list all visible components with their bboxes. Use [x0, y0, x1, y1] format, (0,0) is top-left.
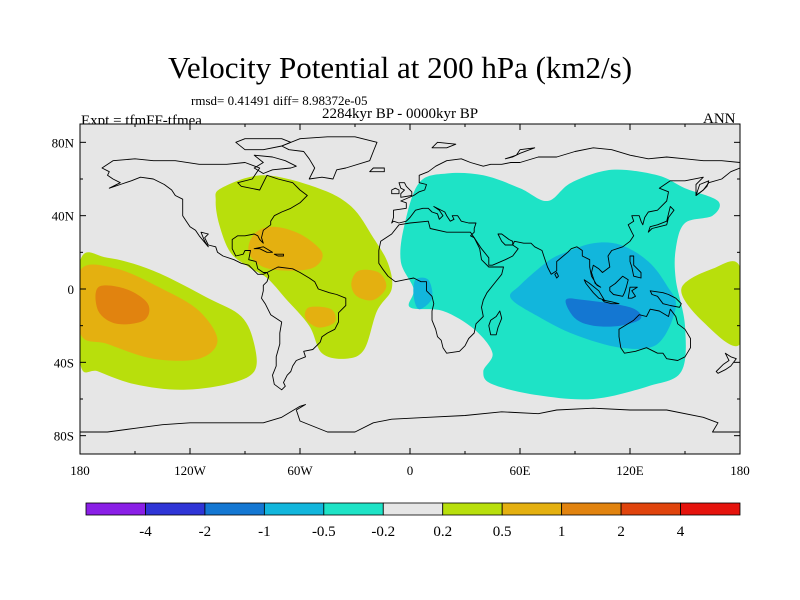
- lon-tick-label: 60W: [287, 463, 313, 478]
- region-caribbean-high: [248, 226, 323, 271]
- lon-tick-label: 60E: [510, 463, 531, 478]
- region-south-american-high: [304, 306, 336, 328]
- colorbar-swatch: [620, 502, 681, 516]
- colorbar-swatch: [85, 502, 146, 516]
- colorbar-swatch: [204, 502, 265, 516]
- coastline-borneo: [609, 275, 629, 297]
- coastline-kamchatka: [695, 180, 710, 196]
- coastline-ellesmere: [235, 138, 292, 151]
- coastline-ireland: [391, 187, 400, 195]
- region-indian-ocean-core: [565, 298, 642, 327]
- lat-tick-label: 40S: [54, 355, 74, 370]
- lat-tick-label: 80S: [54, 429, 74, 444]
- lat-tick-label: 80N: [52, 135, 75, 150]
- coastline-sumatra: [583, 279, 605, 301]
- map-title: Velocity Potential at 200 hPa (km2/s): [167, 50, 633, 85]
- coastline-philippines: [629, 255, 642, 279]
- coastline-arabia-gulf: [497, 233, 514, 246]
- lon-tick-label: 0: [407, 463, 414, 478]
- coastline-sri-lanka: [554, 272, 559, 279]
- colorbar-label: 2: [617, 524, 625, 540]
- colorbar-label: 0.5: [493, 524, 512, 540]
- contour-regions: [80, 169, 740, 400]
- coastline-japan: [647, 206, 675, 233]
- coastline-baffin: [253, 154, 297, 174]
- region-west-africa-core: [413, 277, 433, 310]
- lon-tick-label: 180: [730, 463, 750, 478]
- colorbar-swatch: [442, 502, 503, 516]
- lon-tick-label: 120W: [174, 463, 207, 478]
- colorbar: -4 -2 -1 -0.5 -0.2 0.2 0.5 1 2 4: [85, 502, 741, 540]
- region-pacific-core: [95, 285, 150, 325]
- coastline-sulawesi: [627, 286, 638, 299]
- axes: 180 120W 60W 0 60E 120E 180 80N 40N 0 40S 80S: [52, 124, 750, 478]
- colorbar-label: 0.2: [433, 524, 452, 540]
- region-indo-pacific-core: [510, 242, 677, 349]
- colorbar-label: 1: [558, 524, 566, 540]
- region-east-pacific-edge-low: [681, 261, 740, 347]
- coastline-java: [602, 299, 620, 305]
- colorbar-swatch: [263, 502, 325, 516]
- coastline-new-zealand: [715, 352, 737, 374]
- coastline-africa: [378, 220, 504, 354]
- coastlines: [80, 136, 740, 433]
- colorbar-swatch: [561, 502, 622, 516]
- coastline-novaya-zemlya: [504, 147, 536, 160]
- colorbar-swatch: [501, 502, 563, 516]
- colorbar-label: -1: [258, 524, 271, 540]
- coastline-hispaniola: [273, 253, 284, 257]
- coastline-antarctica: [80, 404, 740, 433]
- coastline-iceland: [369, 167, 385, 173]
- coastline-australia: [618, 308, 691, 361]
- colorbar-label: 4: [677, 524, 685, 540]
- lon-tick-label: 120E: [616, 463, 644, 478]
- colorbar-label: -0.2: [371, 524, 395, 540]
- stats-line: rmsd= 0.41491 diff= 8.98372e-05: [191, 93, 368, 108]
- coastline-greenland: [281, 136, 378, 180]
- coastline-south-america: [261, 266, 347, 391]
- colorbar-swatch: [382, 502, 444, 516]
- colorbar-label: -4: [139, 524, 152, 540]
- lat-tick-label: 0: [68, 282, 75, 297]
- season-label: ANN: [703, 111, 736, 127]
- coastline-eurasia: [391, 147, 740, 288]
- coastline-british-isles: [398, 182, 413, 198]
- coastline-new-guinea: [649, 290, 682, 308]
- colorbar-swatch: [680, 502, 741, 516]
- colorbar-label: -2: [199, 524, 212, 540]
- colorbar-label: -0.5: [312, 524, 336, 540]
- lat-tick-label: 40N: [52, 209, 75, 224]
- region-atlantic-equatorial-high: [351, 269, 387, 301]
- period-label: 2284kyr BP - 0000kyr BP: [322, 106, 479, 122]
- lon-tick-label: 180: [70, 463, 90, 478]
- coastline-madagascar: [488, 310, 503, 336]
- colorbar-swatch: [323, 502, 384, 516]
- coastline-svalbard: [431, 141, 457, 149]
- coastline-cuba: [253, 246, 273, 253]
- colorbar-swatch: [145, 502, 206, 516]
- coastline-north-america: [101, 158, 308, 275]
